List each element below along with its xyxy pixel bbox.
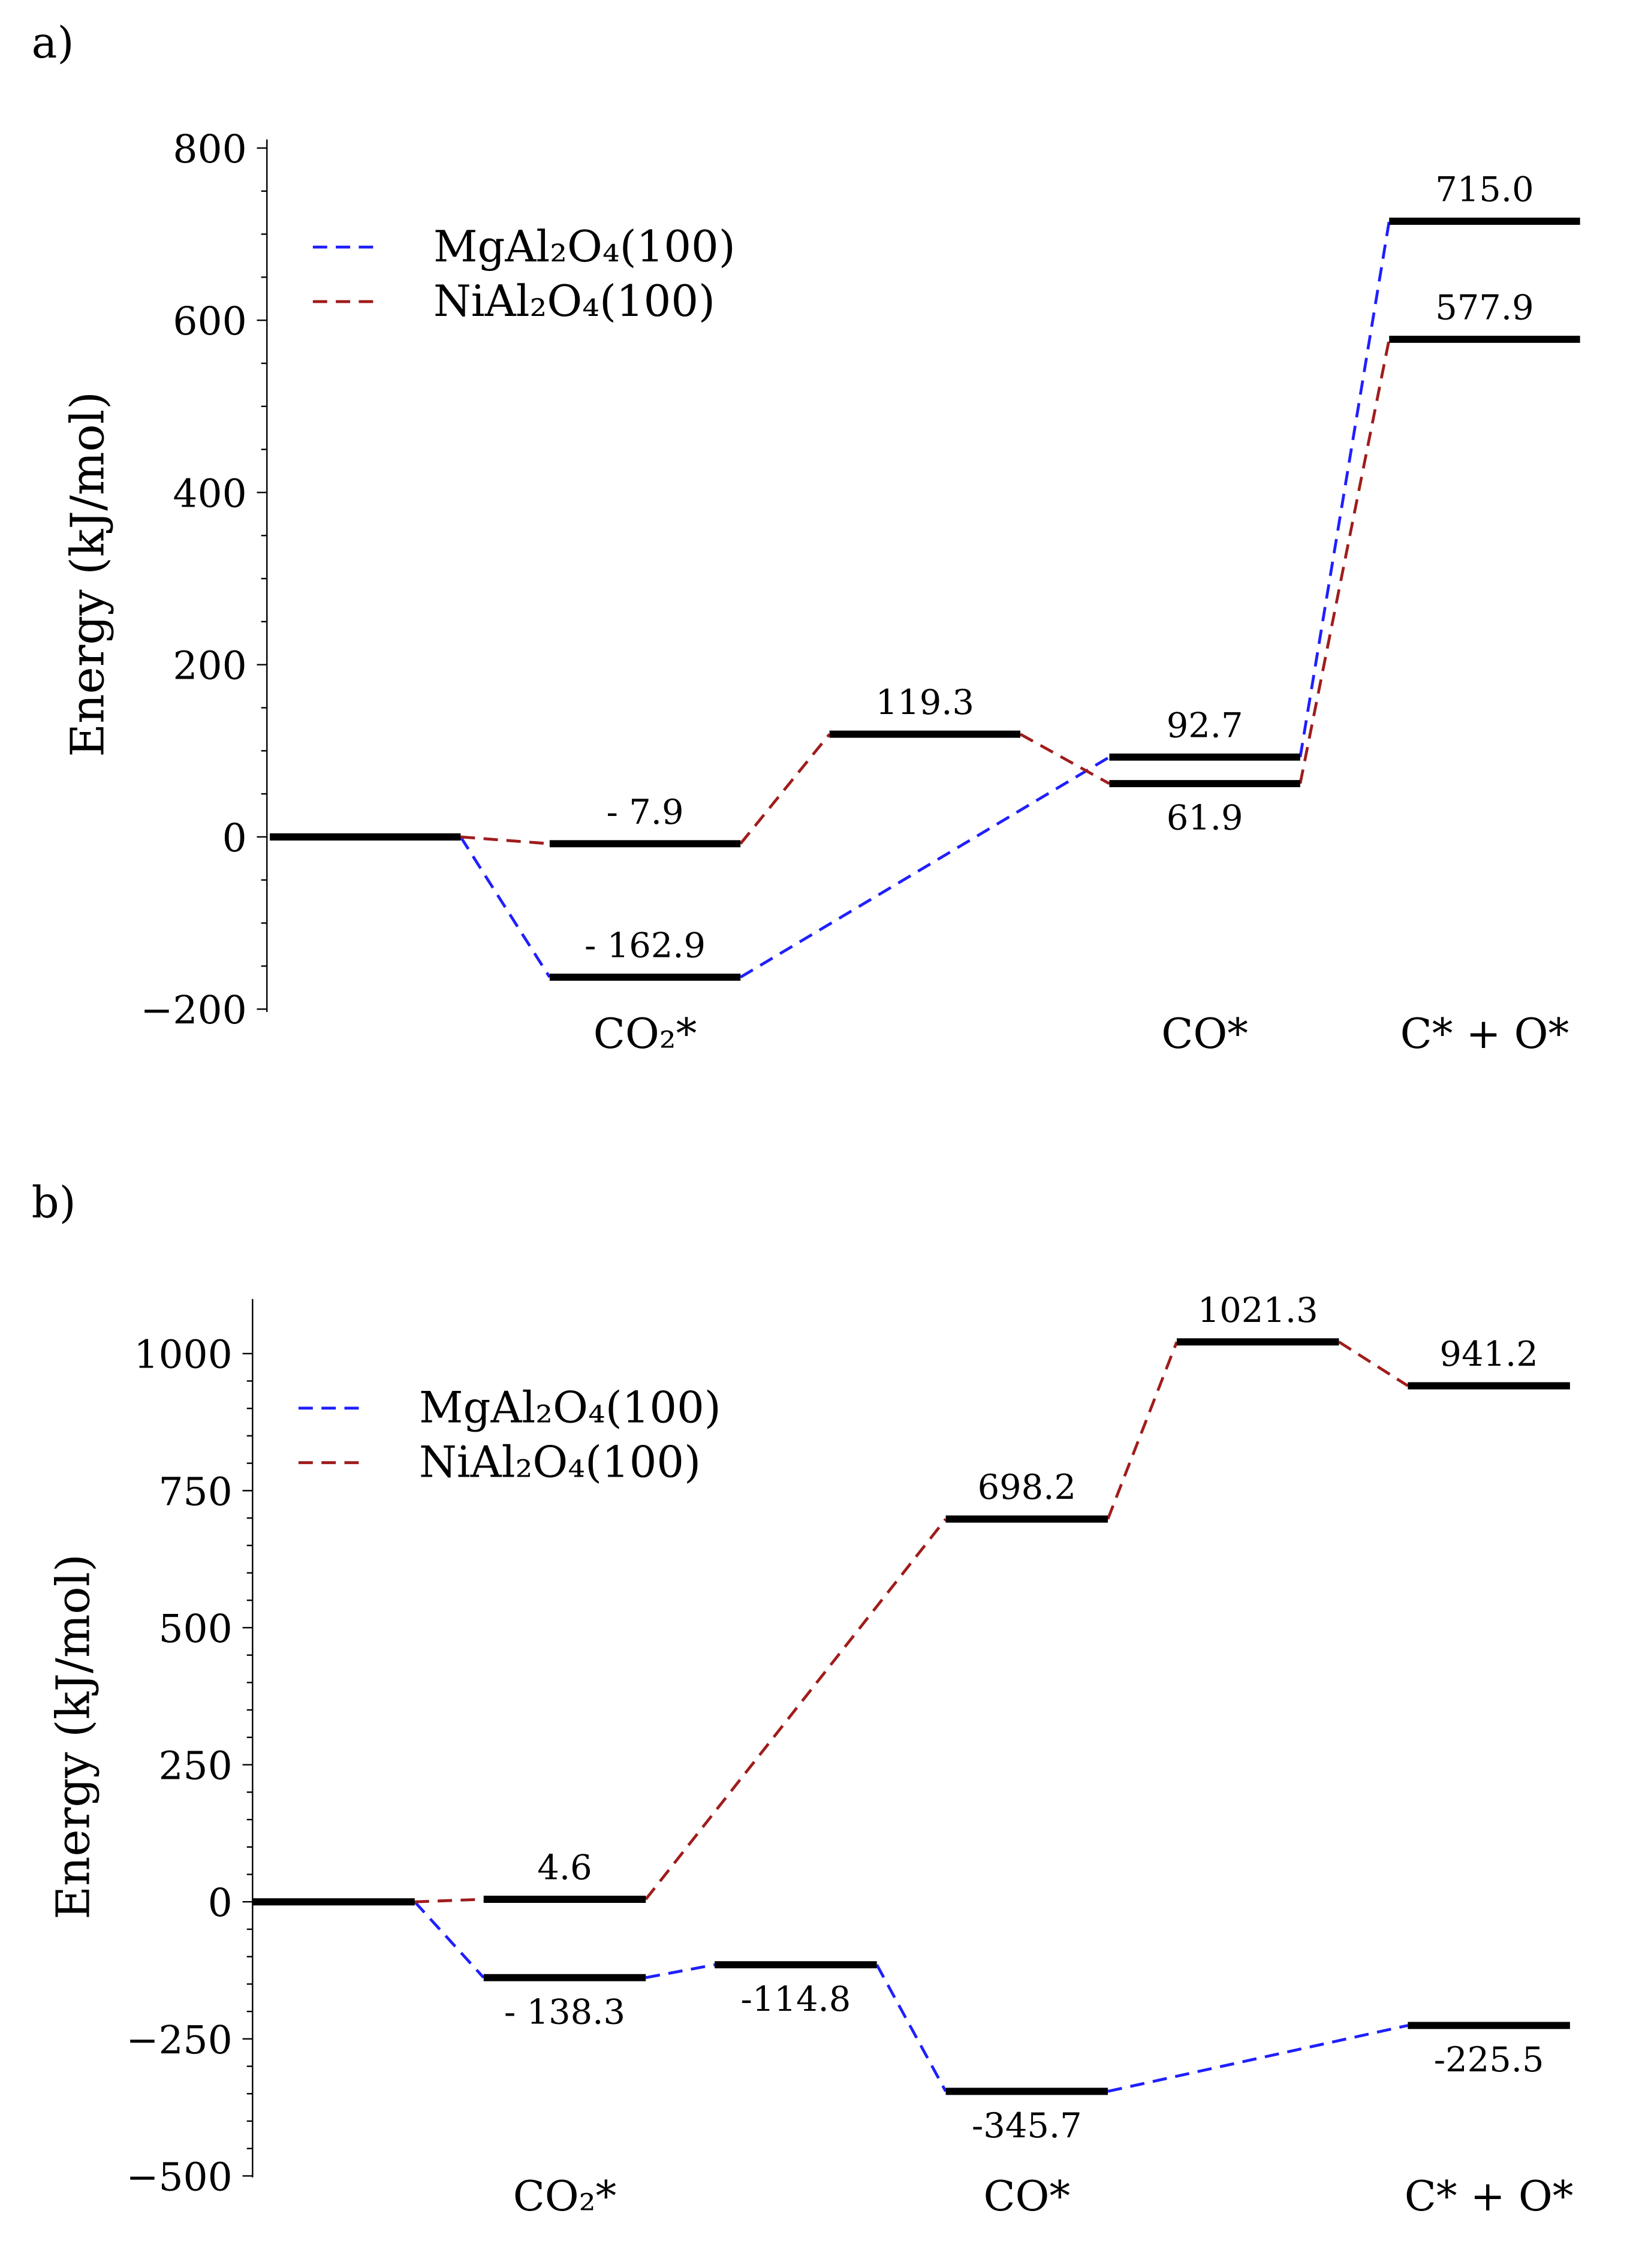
legend-entry: MgAl₂O₄(100): [433, 221, 736, 272]
energy-value-label: -225.5: [1434, 2040, 1544, 2080]
y-tick-label: 0: [208, 1881, 233, 1926]
energy-value-label: 119.3: [876, 682, 974, 722]
y-tick-label: 200: [173, 644, 246, 689]
y-tick-label: 750: [158, 1469, 232, 1514]
y-tick-label: 0: [222, 816, 247, 861]
legend-entry: NiAl₂O₄(100): [419, 1437, 701, 1487]
series-connector-mgal2o4: [875, 1964, 947, 2092]
y-axis-label: Energy (kJ/mol): [61, 391, 115, 757]
series-connector-nial2o4: [460, 835, 550, 845]
y-tick-label: −250: [126, 2018, 233, 2063]
energy-value-label: -345.7: [972, 2106, 1082, 2146]
energy-value-label: 698.2: [978, 1467, 1076, 1507]
energy-value-label: 941.2: [1439, 1334, 1538, 1374]
series-connector-mgal2o4: [740, 755, 1110, 979]
energy-value-label: - 162.9: [584, 925, 706, 965]
y-tick-label: 800: [173, 127, 246, 172]
series-connector-nial2o4: [644, 1518, 947, 1900]
y-tick-label: −500: [126, 2155, 233, 2200]
y-tick-label: 1000: [134, 1333, 232, 1378]
series-connector-nial2o4: [414, 1897, 484, 1903]
energy-value-label: - 7.9: [607, 792, 684, 832]
y-tick-label: 250: [158, 1744, 232, 1789]
series-connector-mgal2o4: [414, 1900, 485, 1979]
y-tick-label: −200: [140, 988, 247, 1033]
series-connector-mgal2o4: [1107, 2024, 1408, 2093]
series-connector-nial2o4: [1338, 1341, 1409, 1387]
x-category-label: C* + O*: [1405, 2173, 1574, 2221]
x-category-label: CO*: [1161, 1010, 1248, 1058]
x-category-label: C* + O*: [1400, 1010, 1569, 1058]
series-connector-nial2o4: [1019, 733, 1110, 785]
energy-value-label: 92.7: [1167, 705, 1243, 745]
energy-value-label: 577.9: [1435, 287, 1533, 327]
y-tick-label: 500: [158, 1607, 232, 1652]
energy-value-label: 715.0: [1435, 169, 1533, 209]
legend-entry: NiAl₂O₄(100): [433, 276, 715, 326]
energy-value-label: -114.8: [740, 1979, 851, 2019]
chart-panel-a: a) Energy (kJ/mol) −200 0 200 400 600 800 - 162.…: [32, 17, 1580, 1058]
series-connector-mgal2o4: [645, 1963, 715, 1980]
series-connector-mgal2o4: [1298, 221, 1391, 758]
y-axis-label: Energy (kJ/mol): [47, 1554, 100, 1920]
y-tick-label: 400: [173, 471, 246, 516]
chart-panel-b: b) Energy (kJ/mol) −500 −250 0 250 500 750 1000 -…: [32, 1177, 1574, 2221]
x-category-label: CO₂*: [593, 1010, 697, 1058]
x-category-label: CO₂*: [513, 2173, 617, 2221]
energy-value-label: - 138.3: [504, 1992, 625, 2032]
energy-value-label: 61.9: [1167, 798, 1243, 838]
energy-value-label: 1021.3: [1198, 1290, 1318, 1330]
legend-entry: MgAl₂O₄(100): [419, 1383, 721, 1433]
series-connector-nial2o4: [1106, 1341, 1179, 1520]
panel-label: a): [32, 17, 74, 68]
x-category-label: CO*: [983, 2173, 1070, 2221]
series-connector-nial2o4: [739, 733, 831, 845]
energy-value-label: 4.6: [537, 1847, 592, 1887]
series-connector-mgal2o4: [459, 836, 551, 978]
series-connector-nial2o4: [1298, 339, 1391, 784]
y-tick-label: 600: [173, 299, 246, 344]
panel-label: b): [32, 1177, 76, 1227]
